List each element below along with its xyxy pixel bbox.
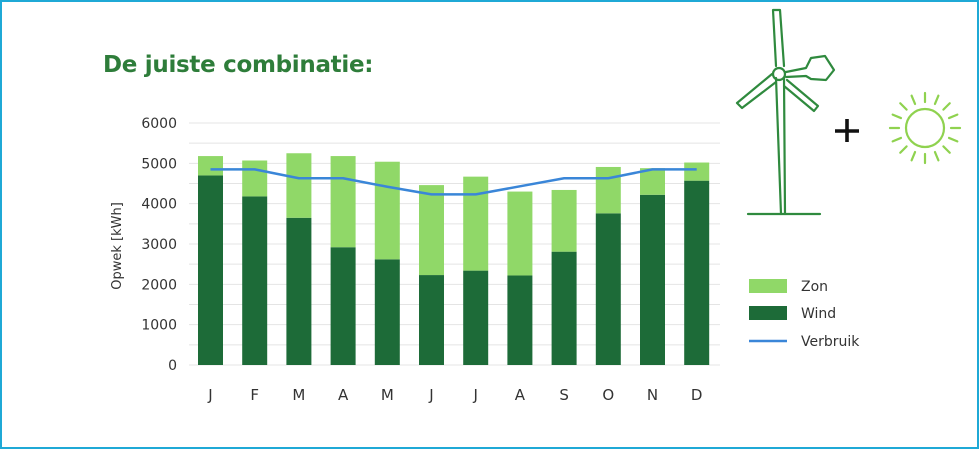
bar-zon [286, 153, 312, 218]
bar-wind [374, 259, 400, 365]
y-axis-label: Opwek [kWh] [110, 202, 125, 290]
bar-wind [684, 180, 710, 365]
bar-zon [330, 156, 356, 248]
bar-wind [242, 196, 268, 365]
x-tick-label: M [292, 386, 305, 404]
legend-swatch-zon [749, 279, 787, 293]
legend: Zon Wind Verbruik [749, 279, 860, 350]
y-tick-label: 4000 [141, 197, 177, 213]
y-tick-label: 5000 [141, 156, 177, 172]
y-tick-label: 0 [168, 358, 177, 374]
bar-wind [595, 213, 621, 365]
x-tick-label: M [381, 386, 394, 404]
bar-zon [595, 166, 621, 214]
y-tick-label: 1000 [141, 318, 177, 334]
chart-title: De juiste combinatie: [103, 52, 374, 78]
bar-zon [374, 161, 400, 260]
bar-zon [640, 168, 665, 195]
x-tick-label: F [250, 386, 259, 404]
bar-zon [551, 189, 577, 252]
grid-lines [189, 122, 720, 366]
bar-zon [507, 191, 533, 276]
y-tick-labels: 0 1000 2000 3000 4000 5000 6000 [141, 116, 177, 374]
bar-zon [198, 156, 223, 176]
verbruik-line [210, 168, 697, 196]
sun-icon [888, 91, 962, 165]
bar-wind [507, 275, 533, 365]
bar-wind [551, 251, 577, 365]
verbruik-line-group [210, 168, 697, 196]
bars [198, 153, 710, 365]
y-tick-label: 2000 [141, 277, 177, 293]
legend-swatch-wind [749, 306, 787, 320]
bar-wind [330, 247, 356, 365]
wind-turbine-icon [735, 8, 836, 216]
bar-wind [286, 217, 312, 365]
x-tick-label: J [207, 386, 212, 404]
bar-wind [419, 275, 444, 365]
x-tick-label: J [472, 386, 477, 404]
x-tick-label: D [691, 386, 703, 404]
bar-wind [463, 270, 489, 365]
bar-wind [640, 194, 665, 365]
x-tick-label: S [559, 386, 569, 404]
bar-wind [198, 175, 223, 365]
x-tick-label: O [602, 386, 614, 404]
bar-zon [684, 162, 710, 181]
bar-zon [463, 176, 489, 271]
plus-icon [835, 119, 859, 142]
x-tick-label: A [338, 386, 349, 404]
x-tick-label: J [428, 386, 433, 404]
x-tick-label: N [647, 386, 658, 404]
y-tick-label: 6000 [141, 116, 177, 132]
x-tick-label: A [515, 386, 526, 404]
y-tick-label: 3000 [141, 237, 177, 253]
bar-zon [242, 160, 268, 197]
bar-zon [419, 185, 444, 276]
legend-label-zon: Zon [801, 279, 828, 295]
legend-label-verbruik: Verbruik [801, 334, 860, 350]
legend-label-wind: Wind [801, 306, 836, 322]
